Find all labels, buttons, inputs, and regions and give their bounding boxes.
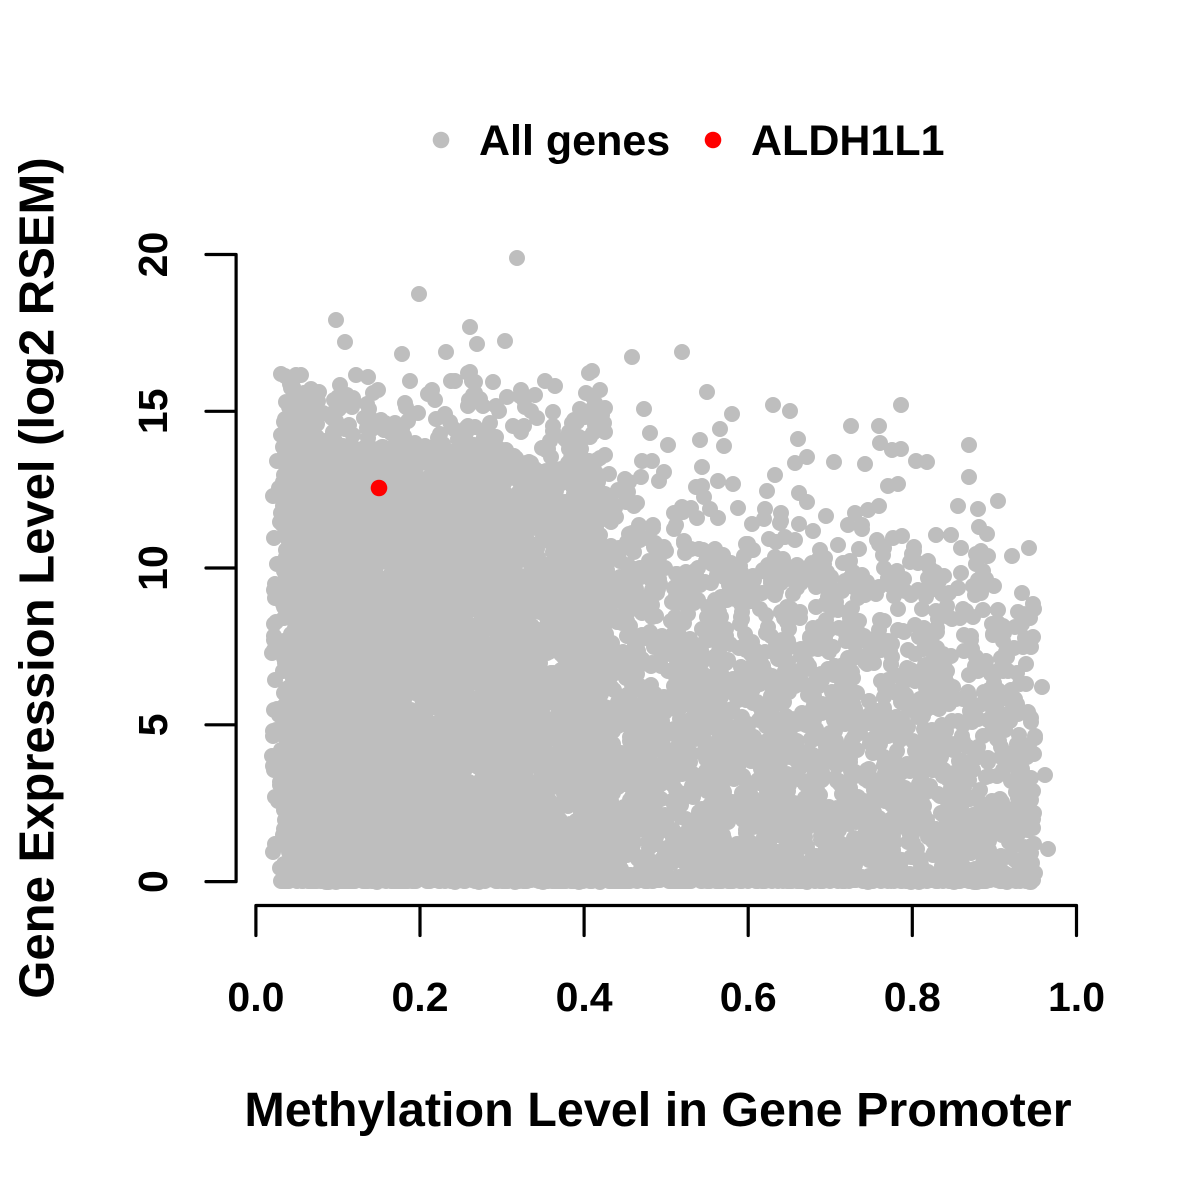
svg-text:10: 10 xyxy=(130,545,176,591)
svg-text:5: 5 xyxy=(130,713,176,736)
svg-text:0.0: 0.0 xyxy=(227,974,284,1020)
svg-text:0.8: 0.8 xyxy=(884,974,941,1020)
svg-text:0.2: 0.2 xyxy=(392,974,449,1020)
svg-text:0: 0 xyxy=(130,870,176,893)
svg-text:20: 20 xyxy=(130,232,176,278)
svg-text:ALDH1L1: ALDH1L1 xyxy=(751,117,945,165)
svg-text:0.4: 0.4 xyxy=(556,974,613,1020)
svg-text:Gene Expression Level (log2 RS: Gene Expression Level (log2 RSEM) xyxy=(11,157,65,998)
svg-text:15: 15 xyxy=(130,388,176,434)
svg-text:Methylation Level in Gene Prom: Methylation Level in Gene Promoter xyxy=(244,1083,1071,1137)
svg-text:0.6: 0.6 xyxy=(720,974,777,1020)
svg-text:All genes: All genes xyxy=(479,117,670,165)
svg-text:1.0: 1.0 xyxy=(1048,974,1105,1020)
